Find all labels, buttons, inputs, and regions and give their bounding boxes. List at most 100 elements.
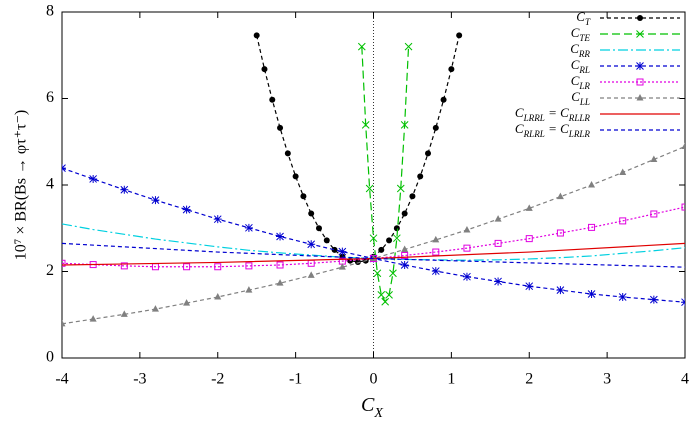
x-axis-label: CX (361, 394, 383, 421)
x-tick-label: 3 (603, 371, 611, 388)
marker (401, 245, 409, 252)
marker (276, 261, 284, 269)
legend-label: CLL (571, 89, 590, 107)
marker (681, 298, 685, 307)
marker (525, 282, 534, 291)
marker (373, 269, 382, 278)
marker (425, 150, 432, 157)
marker (556, 286, 565, 295)
marker (277, 124, 284, 131)
series-line (361, 46, 410, 303)
marker (62, 164, 66, 173)
marker (636, 30, 644, 38)
marker (636, 78, 644, 86)
marker (650, 155, 658, 162)
x-tick-label: -3 (133, 371, 146, 388)
marker (393, 234, 401, 243)
marker (618, 293, 627, 302)
x-tick-label: 0 (370, 371, 378, 388)
marker (525, 235, 533, 243)
marker (213, 215, 222, 224)
marker (389, 269, 397, 278)
marker (494, 239, 502, 247)
x-tick-label: 2 (525, 371, 533, 388)
plot-frame (61, 11, 686, 359)
legend-label: CTE (571, 25, 591, 43)
marker (525, 204, 533, 211)
marker (432, 248, 440, 256)
marker (354, 258, 361, 265)
marker (681, 142, 685, 150)
marker (636, 62, 644, 70)
marker (463, 225, 471, 233)
marker (369, 234, 378, 243)
marker (151, 305, 159, 312)
y-tick-label: 8 (46, 3, 54, 20)
marker (463, 244, 471, 252)
marker (182, 205, 191, 214)
marker (494, 277, 503, 286)
marker (120, 262, 128, 270)
marker (323, 237, 330, 244)
marker (431, 267, 440, 276)
marker (385, 291, 393, 299)
marker (386, 237, 393, 244)
marker (637, 15, 643, 21)
legend-label: CRLRL = CLRLR (515, 121, 591, 139)
marker (400, 261, 409, 270)
marker (120, 310, 128, 317)
marker (183, 263, 191, 271)
marker (276, 232, 285, 241)
marker (361, 121, 370, 129)
marker (556, 192, 564, 200)
marker (62, 319, 66, 327)
x-tick-label: -1 (289, 371, 302, 388)
marker (151, 196, 160, 205)
marker (401, 210, 408, 217)
marker (365, 184, 374, 193)
marker (587, 289, 596, 298)
y-tick-label: 0 (46, 349, 54, 366)
y-axis-label: 10⁷ × BR(Bs → φτ⁺τ⁻) (13, 110, 30, 260)
marker (245, 262, 253, 270)
marker (308, 210, 315, 217)
marker (253, 32, 260, 39)
marker (619, 168, 627, 175)
marker (261, 66, 268, 73)
marker (307, 240, 316, 249)
series-line (62, 206, 685, 268)
marker (315, 225, 322, 232)
marker (381, 297, 390, 306)
marker (89, 174, 98, 183)
x-tick-label: -4 (55, 371, 68, 388)
marker (62, 259, 66, 267)
x-tick-label: 1 (447, 371, 455, 388)
marker (307, 271, 315, 278)
marker (588, 181, 596, 188)
marker (636, 94, 644, 101)
marker (409, 193, 416, 200)
y-tick-label: 4 (46, 176, 54, 193)
legend-label: CLRRL = CRLLR (515, 105, 591, 123)
marker (393, 225, 400, 232)
marker (269, 96, 276, 103)
plot-area (62, 32, 685, 327)
marker (284, 150, 291, 157)
marker (300, 193, 307, 200)
marker (377, 291, 386, 299)
marker (448, 66, 455, 73)
marker (370, 254, 377, 262)
marker (331, 246, 338, 253)
x-tick-label: 4 (681, 371, 689, 388)
series-line (62, 242, 685, 268)
marker (378, 246, 385, 253)
legend-label: CRL (571, 57, 590, 75)
marker (619, 217, 627, 225)
marker (556, 229, 564, 237)
y-tick-label: 2 (46, 262, 54, 279)
marker (588, 223, 596, 231)
marker (357, 42, 366, 51)
marker (120, 185, 129, 194)
marker (404, 42, 413, 51)
marker (396, 184, 405, 193)
